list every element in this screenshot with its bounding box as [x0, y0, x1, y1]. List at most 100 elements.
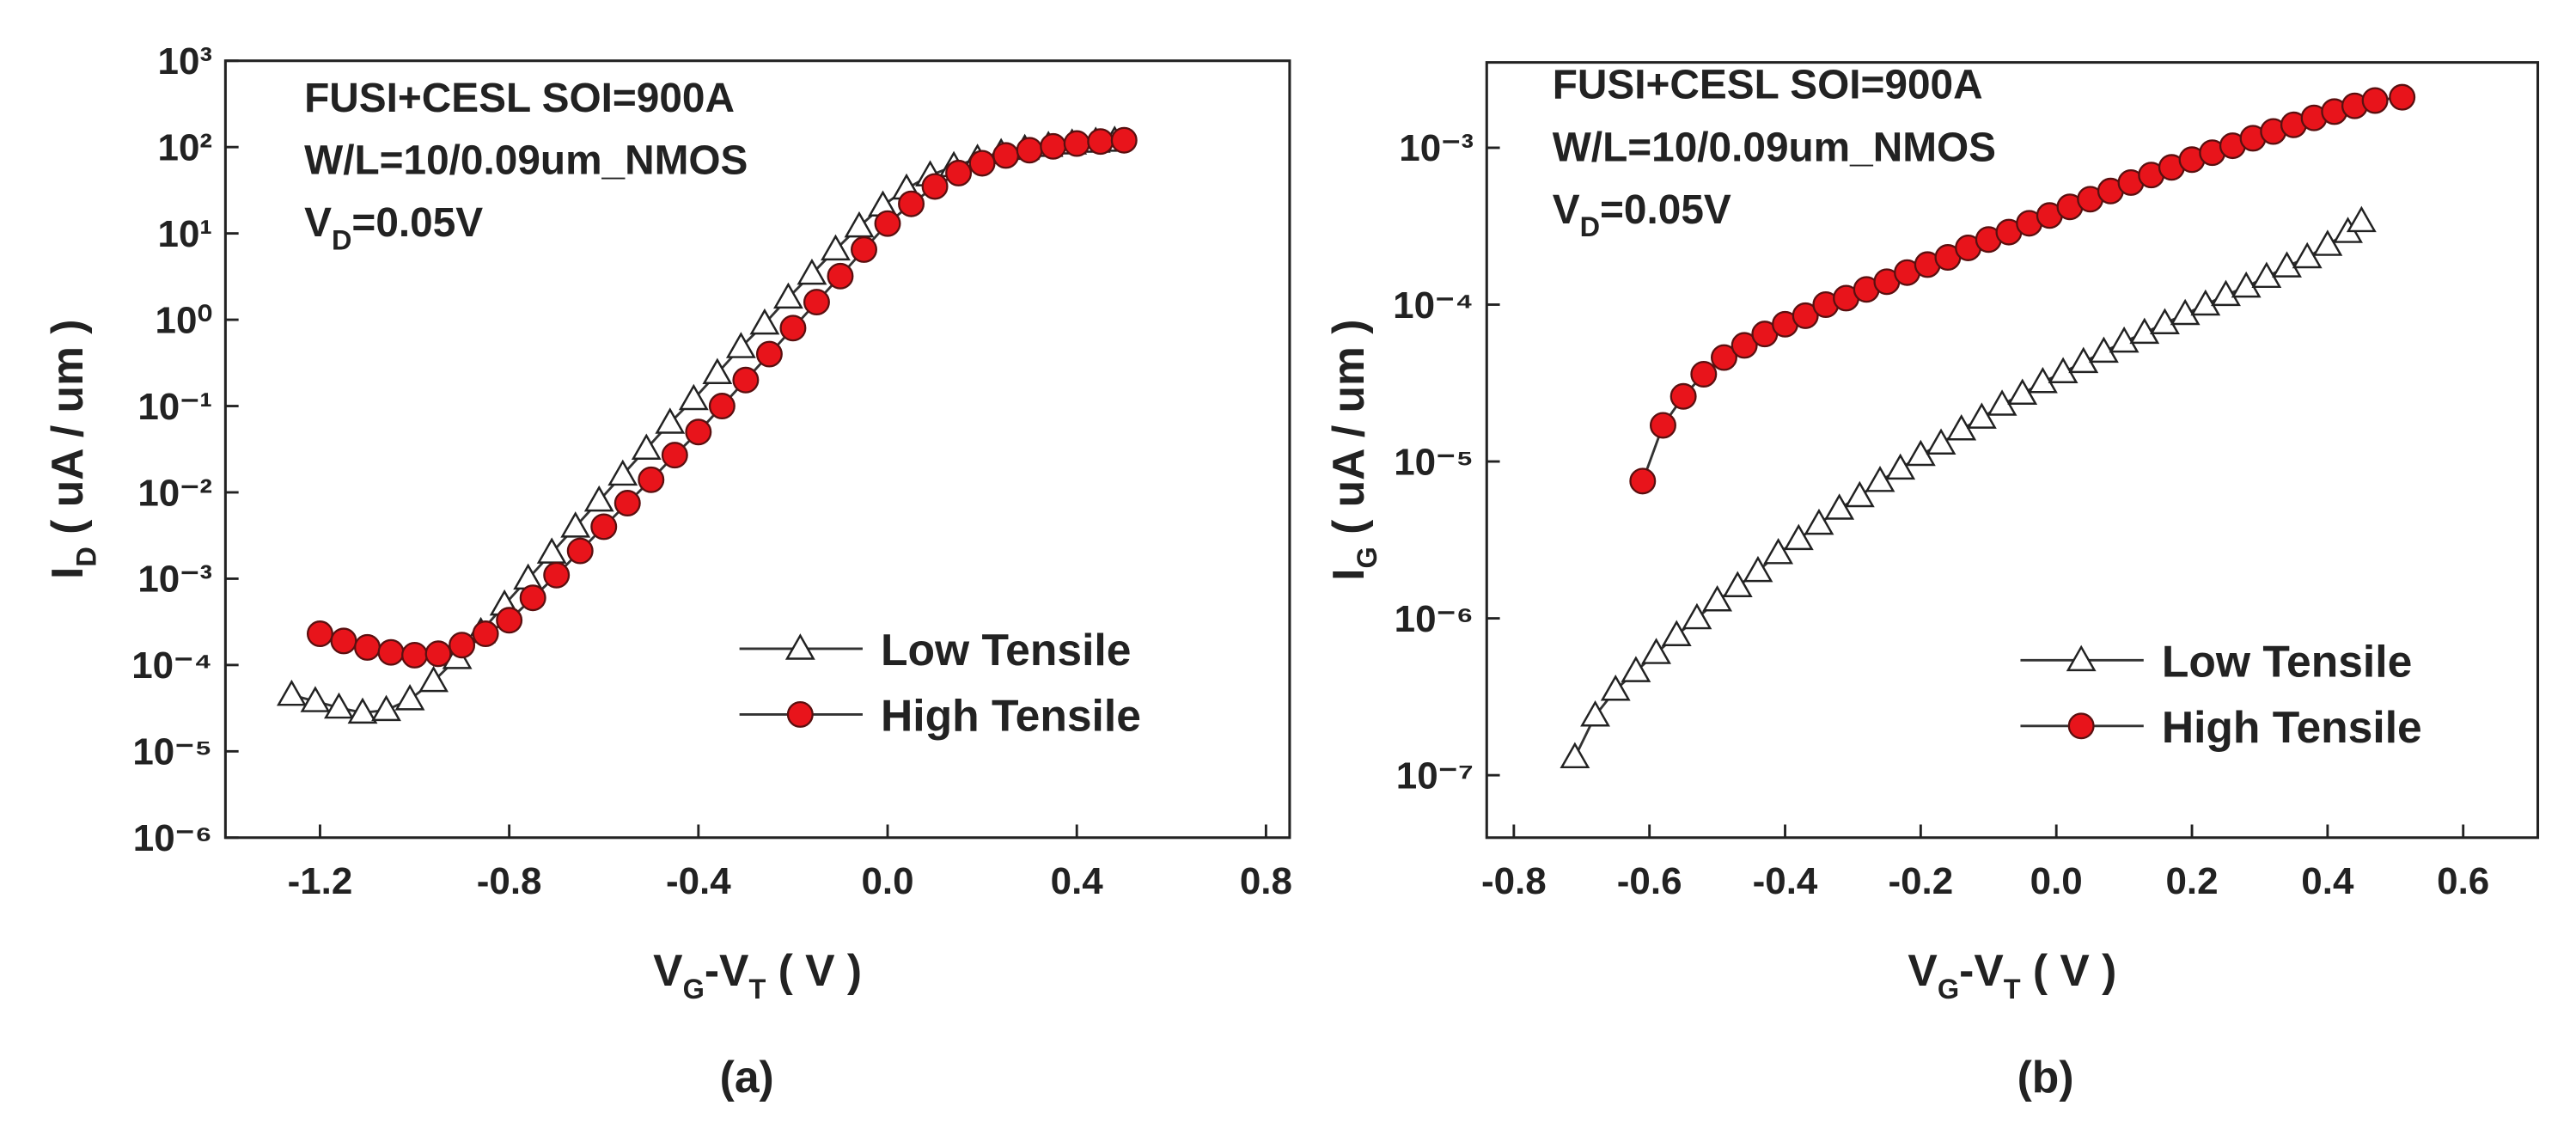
marker	[1629, 467, 1657, 495]
marker	[354, 633, 381, 661]
x-tick-label: -0.4	[1753, 860, 1818, 902]
marker	[678, 383, 709, 411]
marker	[2129, 317, 2160, 345]
marker	[945, 159, 973, 186]
x-tick-label: 0.6	[2437, 860, 2489, 902]
marker	[1621, 656, 1651, 682]
marker	[1560, 742, 1590, 769]
marker	[607, 459, 638, 486]
marker	[1016, 137, 1043, 164]
marker	[2312, 229, 2343, 256]
marker	[1649, 412, 1676, 439]
plot-frame	[223, 59, 1291, 840]
legend-marker	[786, 700, 814, 728]
marker	[536, 537, 567, 564]
legend-marker	[784, 633, 815, 660]
marker	[2027, 367, 2058, 394]
plot-frame	[1485, 61, 2540, 840]
marker	[496, 607, 523, 634]
marker	[2272, 251, 2302, 278]
marker	[661, 442, 688, 469]
y-tick-label: 10⁻⁵	[132, 731, 212, 773]
marker	[1783, 523, 1814, 551]
marker	[2150, 308, 2180, 334]
marker	[772, 282, 803, 309]
x-axis-label: VG-VT ( V )	[1908, 945, 2116, 1005]
x-tick-label: -1.2	[288, 860, 353, 902]
marker	[300, 686, 331, 712]
y-tick-label: 10⁻⁵	[1394, 441, 1474, 483]
annotation: FUSI+CESL SOI=900A	[304, 76, 735, 121]
marker	[449, 632, 476, 659]
marker	[2231, 271, 2262, 298]
x-tick-label: 0.4	[2301, 860, 2354, 902]
x-tick-label: -0.8	[1481, 860, 1547, 902]
marker	[2211, 279, 2241, 307]
marker	[377, 638, 405, 666]
legend-label: High Tensile	[2162, 702, 2422, 752]
marker	[324, 692, 354, 719]
marker	[1641, 638, 1672, 664]
marker	[583, 485, 614, 512]
marker	[827, 262, 854, 290]
marker	[732, 366, 760, 394]
marker	[347, 697, 378, 724]
marker	[330, 627, 357, 655]
marker	[921, 173, 949, 200]
marker	[631, 433, 662, 460]
marker	[1743, 555, 1773, 583]
legend-label: High Tensile	[881, 691, 1141, 741]
marker	[1670, 382, 1697, 410]
y-axis-label: ID ( uA / um )	[42, 320, 101, 579]
marker	[543, 561, 571, 589]
marker	[803, 289, 830, 316]
marker	[1600, 675, 1631, 701]
marker	[2346, 205, 2377, 233]
marker	[968, 150, 996, 177]
marker	[749, 308, 780, 335]
marker	[851, 235, 877, 263]
marker	[306, 620, 333, 648]
marker	[2048, 357, 2079, 384]
marker	[2170, 298, 2201, 326]
marker	[2068, 346, 2099, 374]
y-tick-label: 10⁻⁴	[131, 644, 212, 687]
marker	[1966, 402, 1997, 429]
marker	[638, 466, 665, 493]
marker	[779, 315, 807, 342]
marker	[2389, 83, 2416, 111]
annotation: VD=0.05V	[304, 200, 483, 255]
marker	[613, 490, 641, 517]
marker	[708, 393, 736, 420]
y-tick-label: 10²	[158, 126, 213, 168]
marker	[874, 210, 901, 237]
marker	[755, 340, 783, 368]
marker	[844, 211, 875, 238]
marker	[1722, 571, 1753, 598]
marker	[401, 641, 429, 669]
marker	[394, 684, 425, 711]
marker	[1040, 132, 1067, 160]
legend-marker	[2067, 712, 2095, 740]
marker	[1110, 126, 1138, 154]
marker	[519, 584, 546, 612]
marker	[655, 407, 686, 434]
x-tick-label: -0.4	[666, 860, 731, 902]
x-tick-label: 0.8	[1240, 860, 1292, 902]
x-axis-label: VG-VT ( V )	[653, 945, 862, 1005]
x-tick-label: -0.6	[1617, 860, 1682, 902]
marker	[1731, 332, 1758, 359]
marker	[821, 234, 851, 261]
marker	[1661, 620, 1692, 646]
marker	[1063, 130, 1090, 157]
marker	[2190, 289, 2221, 316]
marker	[1926, 428, 1956, 455]
marker	[560, 511, 591, 538]
legend-label: Low Tensile	[2162, 636, 2412, 686]
marker	[472, 620, 499, 648]
marker	[1885, 453, 1916, 480]
y-tick-label: 10⁻⁴	[1393, 284, 1474, 327]
x-tick-label: 0.0	[2030, 860, 2083, 902]
